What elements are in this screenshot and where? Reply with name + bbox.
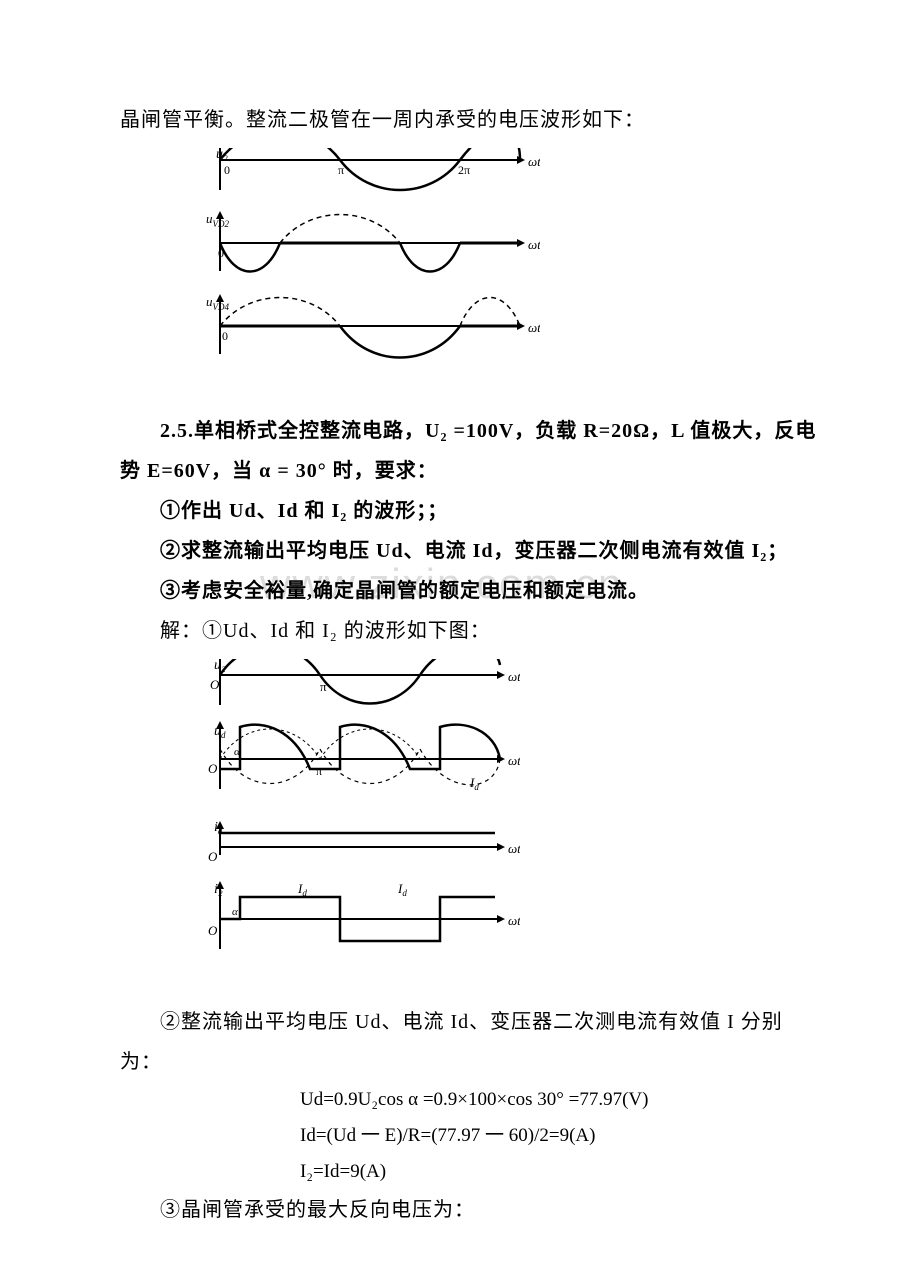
question-1: ①作出 Ud、Id 和 I₂ 的波形；； xyxy=(120,491,820,531)
svg-text:ωt: ωt xyxy=(508,669,520,684)
solution-3-head: ③晶闸管承受的最大反向电压为： xyxy=(120,1190,820,1230)
svg-text:2π: 2π xyxy=(458,163,470,177)
svg-text:Id: Id xyxy=(397,881,407,898)
equation-3: I₂=Id=9(A) xyxy=(300,1154,820,1190)
svg-text:ωt: ωt xyxy=(508,753,520,768)
svg-text:ωt: ωt xyxy=(508,913,520,928)
solution-1-head: 解：①Ud、Id 和 I₂ 的波形如下图： xyxy=(120,611,820,651)
svg-text:uVD2: uVD2 xyxy=(206,211,229,229)
intro-line: 晶闸管平衡。整流二极管在一周内承受的电压波形如下： xyxy=(120,100,820,140)
figure-1: u₂ 0 π 2π ωt uVD2 xyxy=(200,148,820,403)
svg-text:π: π xyxy=(316,764,322,778)
svg-text:ωt: ωt xyxy=(508,841,520,856)
svg-text:O: O xyxy=(208,849,218,864)
svg-text:ωt: ωt xyxy=(528,320,540,335)
solution-2-head: ②整流输出平均电压 Ud、电流 Id、变压器二次测电流有效值 I 分别为： xyxy=(120,1002,820,1082)
svg-text:uVD4: uVD4 xyxy=(206,294,229,312)
svg-text:ωt: ωt xyxy=(528,154,540,169)
equation-2: Id=(Ud 一 E)/R=(77.97 一 60)/2=9(A) xyxy=(300,1118,820,1154)
question-2: ②求整流输出平均电压 Ud、电流 Id，变压器二次侧电流有效值 I₂； xyxy=(120,531,820,571)
figure-2: u₂ O π ωt ud O xyxy=(200,659,820,994)
question-3: ③考虑安全裕量,确定晶闸管的额定电压和额定电流。 xyxy=(120,571,820,611)
problem-statement: 2.5.单相桥式全控整流电路，U₂ =100V，负载 R=20Ω，L 值极大，反… xyxy=(120,411,820,491)
svg-text:α: α xyxy=(232,906,238,918)
svg-text:0: 0 xyxy=(224,163,230,177)
svg-text:O: O xyxy=(208,923,218,938)
svg-text:O: O xyxy=(210,677,220,692)
svg-text:Id: Id xyxy=(297,881,307,898)
svg-text:O: O xyxy=(208,761,218,776)
svg-text:0: 0 xyxy=(222,329,228,343)
svg-text:ωt: ωt xyxy=(528,237,540,252)
equation-1: Ud=0.9U₂cos α =0.9×100×cos 30° =77.97(V) xyxy=(300,1082,820,1118)
problem-number: 2.5. xyxy=(160,420,194,442)
